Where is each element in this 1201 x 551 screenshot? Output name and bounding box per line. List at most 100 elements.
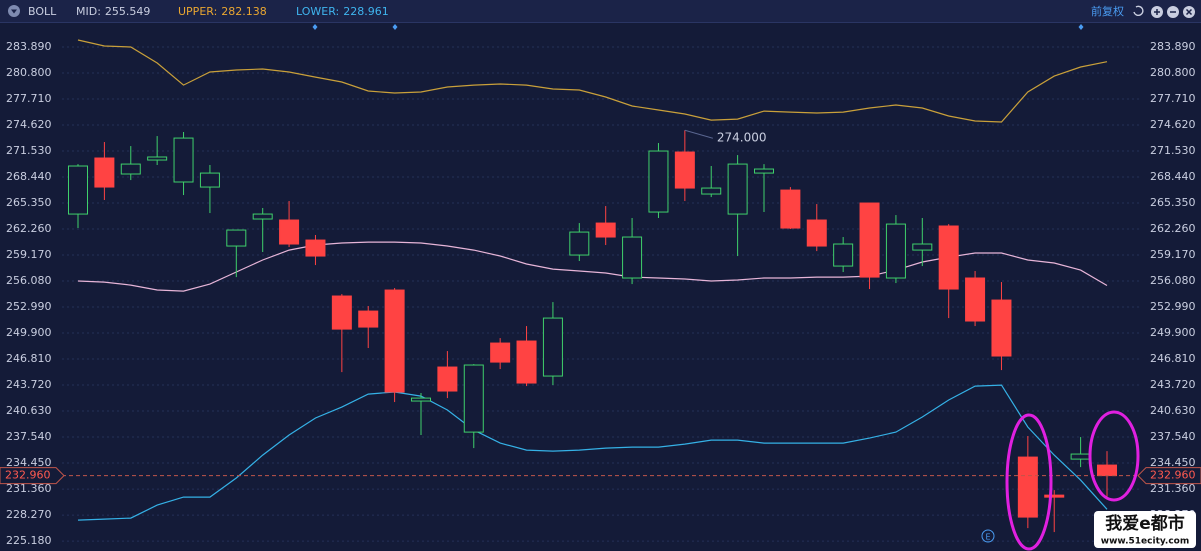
y-tick-label: 225.180 — [6, 534, 52, 547]
y-tick-label: 274.620 — [1150, 118, 1196, 131]
candle-body — [411, 397, 431, 402]
indicator-value: MID: 255.549 — [76, 5, 150, 18]
candle-body — [331, 295, 352, 330]
candle-body — [437, 366, 458, 392]
price-tag-label: 232.960 — [1150, 469, 1196, 482]
grid: 283.890 283.890 280.800 280.800 277.710 277.7… — [6, 40, 1196, 547]
y-tick-label: 259.170 — [1150, 248, 1196, 261]
y-tick-label: 283.890 — [1150, 40, 1196, 53]
y-tick-label: 249.900 — [1150, 326, 1196, 339]
toolbar-icons — [1133, 5, 1195, 18]
event-icon[interactable] — [981, 529, 995, 543]
candle-body — [595, 222, 616, 238]
candle-body — [173, 137, 194, 183]
price-tag — [0, 467, 65, 485]
y-tick-label: 246.810 — [1150, 352, 1196, 365]
value-number: 255.549 — [105, 5, 151, 18]
y-tick-label: 228.270 — [6, 508, 52, 521]
watermark-title: 我爱e都市 — [1105, 513, 1185, 534]
band-line — [77, 384, 1108, 521]
candle-body — [648, 150, 669, 213]
indicator-value: UPPER: 282.138 — [178, 5, 267, 18]
candle-body — [542, 317, 563, 377]
candle-body — [859, 202, 880, 278]
y-tick-label: 240.630 — [6, 404, 52, 417]
y-tick-label: 283.890 — [6, 40, 52, 53]
annotation-label: 274.000 — [717, 131, 767, 145]
y-tick-label: 237.540 — [1150, 430, 1196, 443]
candle-body — [226, 229, 247, 247]
y-tick-label: 240.630 — [1150, 404, 1196, 417]
y-tick-label: 249.900 — [6, 326, 52, 339]
value-number: 282.138 — [221, 5, 267, 18]
candle-body — [622, 236, 643, 279]
candle-body — [94, 157, 115, 188]
price-tag-label: 232.960 — [5, 469, 51, 482]
event-marker[interactable] — [392, 24, 398, 30]
y-tick-label: 246.810 — [6, 352, 52, 365]
candle-body — [991, 299, 1012, 357]
value-label: MID: — [76, 5, 101, 18]
candle-body — [120, 163, 141, 175]
indicator-name: BOLL — [28, 5, 57, 18]
candle-body — [674, 151, 695, 189]
candle-body — [1017, 456, 1038, 518]
candle-body — [938, 225, 959, 290]
close-glyph — [1185, 8, 1193, 16]
price-tag — [1137, 467, 1201, 485]
y-tick-label: 234.450 — [6, 456, 52, 469]
candle-body — [701, 187, 722, 195]
y-tick-label: 271.530 — [6, 144, 52, 157]
event-marker[interactable] — [312, 24, 318, 30]
event-icon-glyph: E — [985, 533, 990, 542]
reset-icon[interactable] — [1133, 5, 1144, 16]
y-tick-label: 231.360 — [6, 482, 52, 495]
watermark-url: www.51ecity.com — [1101, 537, 1190, 547]
event-markers — [312, 24, 1084, 30]
band-line — [77, 39, 1108, 123]
candle-body — [305, 239, 326, 257]
y-tick-label: 234.450 — [1150, 456, 1196, 469]
y-tick-label: 237.540 — [6, 430, 52, 443]
candle-body — [516, 340, 537, 384]
event-marker[interactable] — [1078, 24, 1084, 30]
candle-body — [463, 364, 484, 433]
y-tick-label: 265.350 — [1150, 196, 1196, 209]
header-bar — [0, 0, 1201, 22]
y-tick-label: 271.530 — [1150, 144, 1196, 157]
value-label: LOWER: — [296, 5, 339, 18]
candle-body — [68, 165, 88, 215]
candle-body — [806, 219, 827, 247]
collapse-arrow — [11, 9, 17, 14]
y-tick-label: 277.710 — [6, 92, 52, 105]
candle-body — [358, 310, 379, 328]
y-tick-label: 268.440 — [1150, 170, 1196, 183]
candle-body — [199, 172, 220, 188]
candle-body — [252, 213, 273, 220]
candle-body — [727, 163, 748, 215]
y-tick-label: 256.080 — [1150, 274, 1196, 287]
candle-body — [279, 219, 300, 245]
candle-body — [965, 277, 986, 322]
y-tick-label: 268.440 — [6, 170, 52, 183]
y-tick-label: 262.260 — [1150, 222, 1196, 235]
candle-body — [912, 243, 933, 251]
highlight-ellipse — [1005, 413, 1053, 551]
y-tick-label: 231.360 — [1150, 482, 1196, 495]
indicator-values: MID: 255.549 UPPER: 282.138 LOWER: 228.961 — [76, 5, 389, 18]
adjust-button[interactable]: 前复权 — [1091, 4, 1124, 18]
y-tick-label: 280.800 — [1150, 66, 1196, 79]
y-tick-label: 259.170 — [6, 248, 52, 261]
candle-body — [1044, 494, 1065, 498]
value-number: 228.961 — [343, 5, 389, 18]
candle-body — [885, 223, 906, 279]
overlays: 232.960 232.960 274.000 — [0, 129, 1201, 485]
candle-body — [384, 289, 405, 393]
annotation-leader — [684, 129, 713, 139]
candle-body — [569, 231, 590, 256]
y-tick-label: 262.260 — [6, 222, 52, 235]
y-tick-label: 243.720 — [6, 378, 52, 391]
